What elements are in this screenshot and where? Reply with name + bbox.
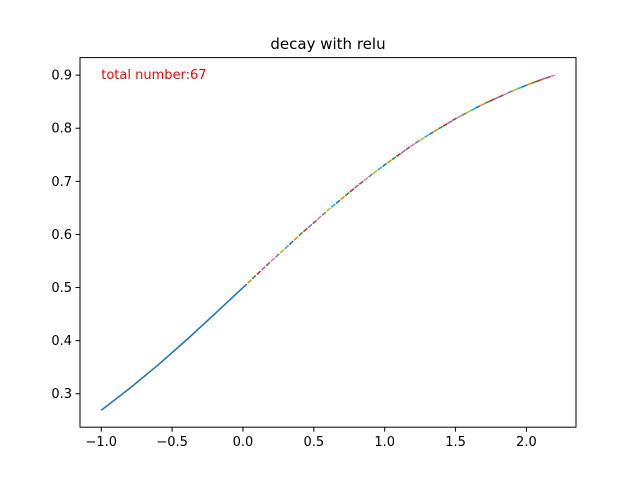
series-segment xyxy=(247,278,253,284)
y-axis: 0.3 0.4 0.5 0.6 0.7 0.8 0.9 xyxy=(51,69,80,402)
series-segment xyxy=(372,169,379,175)
series-segment xyxy=(410,142,416,148)
series-segment xyxy=(498,94,504,98)
series-segment xyxy=(419,136,425,142)
series-segment xyxy=(288,239,295,246)
series-segment xyxy=(316,214,323,221)
series-segment xyxy=(503,92,509,96)
series-segment xyxy=(451,117,458,122)
series-segment xyxy=(358,180,365,185)
series-segment xyxy=(251,273,258,280)
series-segment xyxy=(386,159,393,164)
series-segment xyxy=(307,223,314,229)
series-segment xyxy=(321,210,328,216)
axes-frame xyxy=(79,57,577,428)
series-segment xyxy=(335,198,342,204)
series-segment xyxy=(293,235,300,241)
y-tick-label: 0.4 xyxy=(51,334,72,349)
y-tick-label: 0.5 xyxy=(51,281,72,296)
series-segment xyxy=(470,107,477,112)
x-tick-label: −0.5 xyxy=(156,435,188,450)
x-tick-label: 0.0 xyxy=(233,435,254,450)
plot-area xyxy=(100,74,556,411)
series-segment xyxy=(256,269,263,276)
chart-title: decay with relu xyxy=(270,35,385,53)
series-segment xyxy=(484,100,490,105)
series-segment xyxy=(312,218,318,225)
series-segment xyxy=(461,112,467,117)
series-segment xyxy=(275,252,281,258)
x-tick-label: −1.0 xyxy=(85,435,117,450)
series-segment xyxy=(405,145,411,151)
series-segment xyxy=(535,79,542,83)
y-tick-label: 0.6 xyxy=(51,228,72,243)
series-segment xyxy=(298,231,304,237)
x-tick-label: 2.0 xyxy=(516,435,537,450)
series-segment xyxy=(493,96,500,100)
series-segment xyxy=(414,139,421,145)
series-segment xyxy=(330,202,337,208)
x-tick-label: 1.5 xyxy=(445,435,466,450)
annotation-total-number: total number:67 xyxy=(101,68,206,83)
series-segment xyxy=(302,227,309,233)
series-segment xyxy=(368,172,374,178)
series-segment xyxy=(270,256,277,262)
series-segment xyxy=(437,125,444,130)
series-segment xyxy=(549,74,556,78)
series-segment xyxy=(545,75,551,80)
series-segment xyxy=(354,183,360,189)
series-segment xyxy=(382,162,388,168)
series-segment xyxy=(279,248,286,254)
series-segment xyxy=(400,149,407,154)
series-segment xyxy=(261,265,267,271)
series-segment xyxy=(284,243,291,250)
series-segment xyxy=(447,119,453,125)
x-axis: −1.0 −0.5 0.0 0.5 1.0 1.5 2.0 xyxy=(85,427,537,450)
series-segment xyxy=(363,176,370,182)
series-segment xyxy=(489,98,495,102)
series-segment xyxy=(465,109,472,114)
series-segment xyxy=(424,133,430,139)
series-segment xyxy=(512,88,518,92)
y-tick-label: 0.3 xyxy=(51,387,72,402)
series-segment xyxy=(428,131,435,136)
series-segment xyxy=(507,90,514,94)
series-segment xyxy=(265,260,272,267)
series-segment xyxy=(344,191,351,197)
series-segment xyxy=(433,128,439,133)
series-segment xyxy=(442,122,449,127)
series-segment xyxy=(526,82,532,86)
series-segment xyxy=(456,114,463,119)
series-segment xyxy=(521,84,528,88)
series-segment xyxy=(326,206,332,212)
series-line-blue xyxy=(100,286,244,411)
series-segment xyxy=(340,195,346,201)
y-tick-label: 0.8 xyxy=(51,122,72,137)
y-tick-label: 0.9 xyxy=(51,69,72,84)
series-segment xyxy=(377,165,384,171)
series-segment xyxy=(479,102,486,107)
x-tick-label: 1.0 xyxy=(374,435,395,450)
series-segment xyxy=(242,282,249,289)
y-tick-label: 0.7 xyxy=(51,175,72,190)
series-segment xyxy=(517,86,523,90)
series-segment xyxy=(540,77,546,81)
x-tick-label: 0.5 xyxy=(303,435,324,450)
series-segment xyxy=(475,104,481,109)
series-segment xyxy=(396,152,402,158)
series-segment xyxy=(391,155,397,161)
series-segment xyxy=(349,187,356,193)
series-segment xyxy=(531,80,537,85)
